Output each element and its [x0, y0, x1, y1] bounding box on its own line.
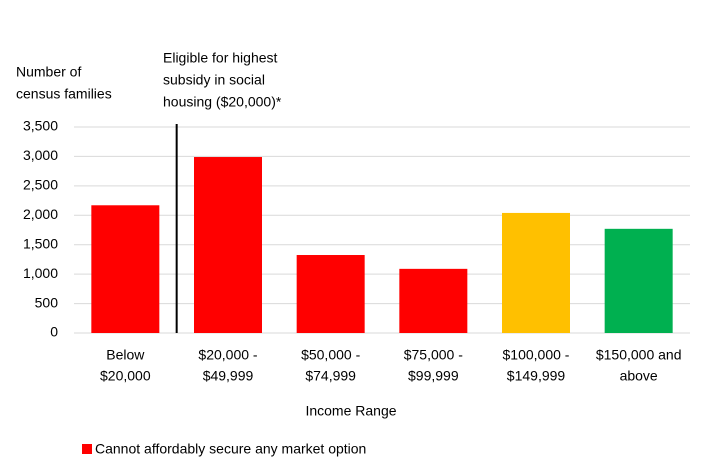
legend-label: Cannot affordably secure any market opti…	[95, 441, 366, 457]
bar	[399, 268, 468, 333]
y-axis-label: census families	[16, 86, 112, 102]
x-tick-label: $149,999	[507, 368, 566, 384]
bar	[296, 255, 365, 333]
y-tick-label: 2,000	[23, 206, 58, 222]
x-tick-label: $75,000 -	[404, 347, 463, 363]
x-tick-label: $50,000 -	[301, 347, 360, 363]
x-tick-label: above	[620, 368, 658, 384]
x-tick-label: $49,999	[203, 368, 254, 384]
x-tick-label: $20,000 -	[198, 347, 257, 363]
annotation: Eligible for highest	[163, 50, 278, 66]
x-tick-label: Below	[106, 347, 145, 363]
x-tick-label: $74,999	[305, 368, 356, 384]
bar	[194, 157, 262, 333]
x-tick-label: $150,000 and	[596, 347, 682, 363]
y-tick-label: 2,500	[23, 177, 58, 193]
y-tick-label: 0	[50, 324, 58, 340]
annotation: housing ($20,000)*	[163, 94, 282, 110]
bar	[91, 205, 160, 333]
y-tick-label: 3,500	[23, 118, 58, 134]
legend-swatch	[82, 444, 92, 454]
y-tick-label: 1,500	[23, 235, 58, 251]
x-axis-label: Income Range	[305, 403, 396, 419]
y-tick-label: 1,000	[23, 265, 58, 281]
y-axis-label: Number of	[16, 64, 81, 80]
annotation: subsidy in social	[163, 72, 265, 88]
x-tick-label: $99,999	[408, 368, 459, 384]
bar	[502, 212, 570, 333]
y-tick-label: 500	[35, 294, 59, 310]
x-tick-label: $20,000	[100, 368, 151, 384]
bar	[604, 228, 673, 333]
x-tick-label: $100,000 -	[503, 347, 570, 363]
y-tick-label: 3,000	[23, 147, 58, 163]
